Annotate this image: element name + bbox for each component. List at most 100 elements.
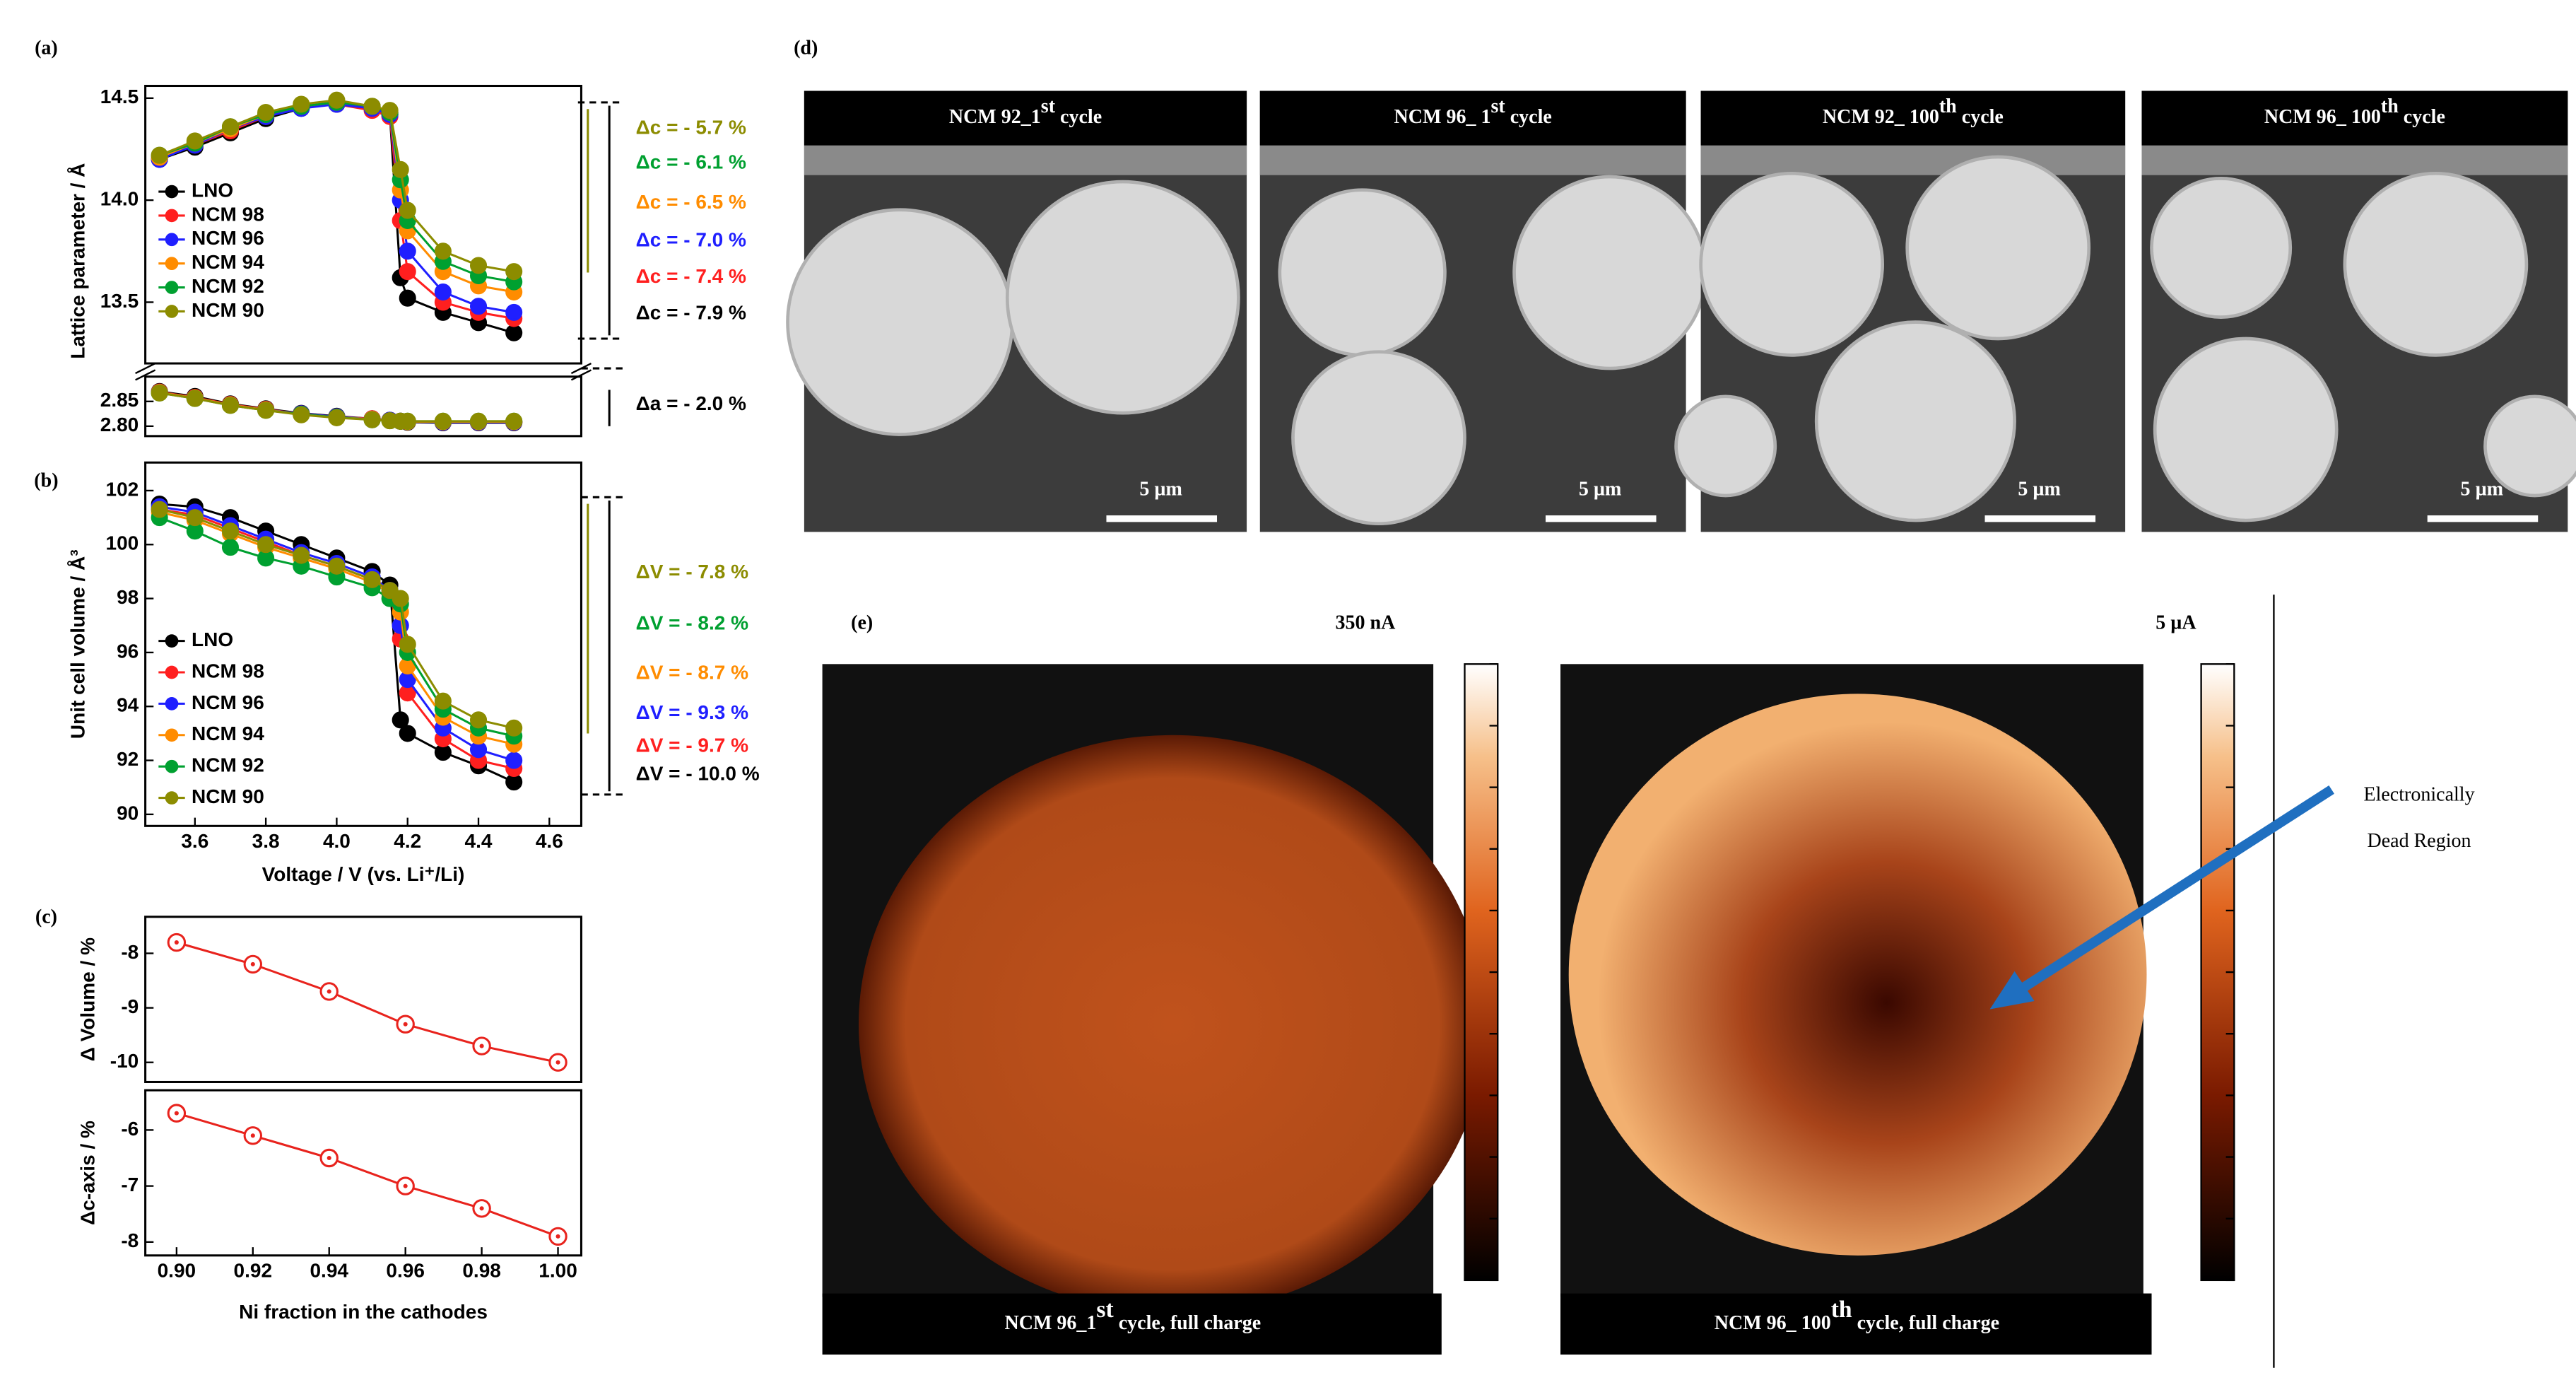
- data-point: [434, 242, 452, 260]
- data-point: [328, 409, 346, 426]
- data-point-dot: [555, 1234, 560, 1239]
- image-caption: NCM 96_1st cycle, full charge: [1004, 1297, 1261, 1334]
- data-point: [399, 242, 416, 260]
- data-point: [434, 283, 452, 301]
- panel-label: (e): [851, 612, 873, 634]
- image-caption: NCM 96_ 100th cycle: [2264, 95, 2445, 129]
- data-point-dot: [327, 1155, 331, 1161]
- data-point-dot: [479, 1043, 484, 1048]
- caption-text: NCM 92_1: [949, 107, 1041, 129]
- legend-label: NCM 92: [192, 754, 264, 776]
- annotation: Δa = - 2.0 %: [636, 392, 746, 414]
- y-tick-label: 102: [106, 478, 139, 500]
- grain: [1278, 188, 1447, 357]
- sem-image: [1674, 90, 2126, 532]
- y-tick-label: 96: [117, 640, 139, 662]
- data-point: [363, 411, 381, 428]
- data-point: [328, 557, 346, 575]
- sem-image: [1259, 90, 1707, 532]
- data-point: [505, 263, 523, 281]
- annotation: ΔV = - 8.2 %: [636, 612, 749, 634]
- data-point: [469, 298, 488, 315]
- sem-band: [2141, 145, 2568, 175]
- x-tick-label: 3.6: [181, 830, 208, 852]
- sem-image: [786, 90, 1247, 532]
- annotation: Δc = - 6.1 %: [636, 151, 746, 173]
- caption-text: cycle: [1055, 107, 1102, 129]
- legend-label: NCM 90: [192, 299, 264, 321]
- annotation: ΔV = - 9.7 %: [636, 735, 749, 756]
- image-caption: NCM 96_ 100th cycle, full charge: [1715, 1297, 1999, 1334]
- legend-label: NCM 90: [192, 785, 264, 807]
- data-point: [469, 412, 488, 430]
- caption-text: NCM 96_ 100: [2264, 107, 2381, 129]
- y-tick-label: 98: [117, 586, 139, 608]
- y-tick-label: -6: [121, 1118, 139, 1140]
- data-point: [221, 118, 240, 136]
- data-point: [505, 303, 523, 321]
- grain: [1814, 320, 2016, 522]
- plot-frame: [144, 461, 582, 827]
- scale-label: 5 µm: [1139, 478, 1182, 500]
- annotation: ΔV = - 10.0 %: [636, 762, 760, 784]
- grain: [1512, 175, 1707, 370]
- current-label: 5 µA: [2156, 612, 2196, 634]
- data-point: [392, 160, 409, 178]
- x-tick-label: 0.92: [234, 1260, 273, 1282]
- data-point: [399, 289, 416, 307]
- sem-band: [1259, 145, 1686, 175]
- data-point: [221, 539, 240, 556]
- sem-band: [1700, 145, 2126, 175]
- legend-marker: [165, 233, 179, 247]
- annotation: Δc = - 7.0 %: [636, 229, 746, 251]
- legend-label: LNO: [192, 179, 233, 201]
- x-tick-label: 4.4: [465, 830, 493, 852]
- annotation: Electronically: [2363, 784, 2474, 806]
- data-point: [505, 719, 523, 737]
- data-point: [257, 536, 275, 554]
- caption-text: NCM 92_ 100: [1823, 107, 1939, 129]
- data-point: [151, 384, 168, 402]
- data-point: [505, 324, 523, 341]
- panel-label: (c): [35, 906, 57, 928]
- panel-label: (a): [35, 37, 58, 59]
- image-caption: NCM 92_1st cycle: [949, 95, 1102, 129]
- x-tick-label: 0.90: [158, 1260, 196, 1282]
- legend-marker: [165, 209, 179, 223]
- y-axis-label: Lattice parameter / Å: [67, 163, 89, 359]
- panel-label: (b): [34, 470, 58, 492]
- legend-marker: [165, 759, 179, 773]
- caption-bar: [2141, 90, 2568, 146]
- y-tick-label: 2.85: [100, 389, 139, 411]
- grain: [1699, 172, 1884, 357]
- data-point: [293, 546, 310, 564]
- data-point-dot: [479, 1206, 484, 1211]
- x-axis-label: Ni fraction in the cathodes: [239, 1301, 488, 1323]
- legend-marker: [165, 281, 179, 294]
- x-tick-label: 1.00: [539, 1260, 577, 1282]
- y-tick-label: 100: [106, 532, 139, 554]
- panel-label: (d): [794, 37, 818, 59]
- data-point: [257, 103, 275, 122]
- data-point: [151, 501, 168, 518]
- grain: [1905, 155, 2091, 341]
- caption-superscript: st: [1490, 95, 1505, 117]
- data-point-dot: [174, 940, 179, 945]
- annotation: Δc = - 7.9 %: [636, 301, 746, 323]
- x-tick-label: 0.94: [310, 1260, 348, 1282]
- data-point: [257, 402, 275, 419]
- grain: [1291, 350, 1466, 526]
- legend-marker: [165, 697, 179, 711]
- data-point-dot: [250, 961, 255, 966]
- grain: [2150, 177, 2293, 319]
- caption-bar: [1259, 90, 1686, 146]
- y-tick-label: 90: [117, 802, 139, 824]
- series-line: [176, 941, 558, 1064]
- x-tick-label: 3.8: [252, 830, 280, 852]
- caption-text: cycle: [2399, 107, 2445, 129]
- plot-frame: [144, 375, 582, 438]
- data-point-dot: [403, 1183, 408, 1188]
- scale-label: 5 µm: [2018, 478, 2060, 500]
- legend-marker: [165, 791, 179, 805]
